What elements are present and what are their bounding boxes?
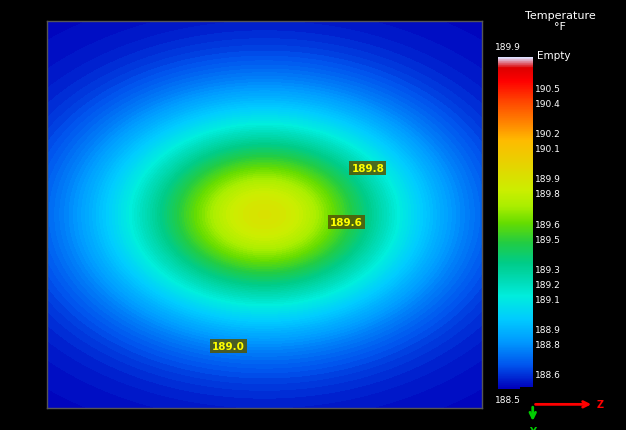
Text: Empty: Empty — [537, 51, 571, 61]
Text: Z: Z — [597, 399, 604, 409]
Text: 189.8: 189.8 — [351, 163, 384, 174]
Text: 188.5: 188.5 — [495, 395, 520, 404]
Text: Temperature
°F: Temperature °F — [525, 11, 596, 32]
Text: 189.0: 189.0 — [212, 341, 245, 352]
Text: 189.6: 189.6 — [330, 218, 362, 228]
Text: Y: Y — [529, 426, 536, 430]
Text: 189.9: 189.9 — [495, 43, 520, 52]
